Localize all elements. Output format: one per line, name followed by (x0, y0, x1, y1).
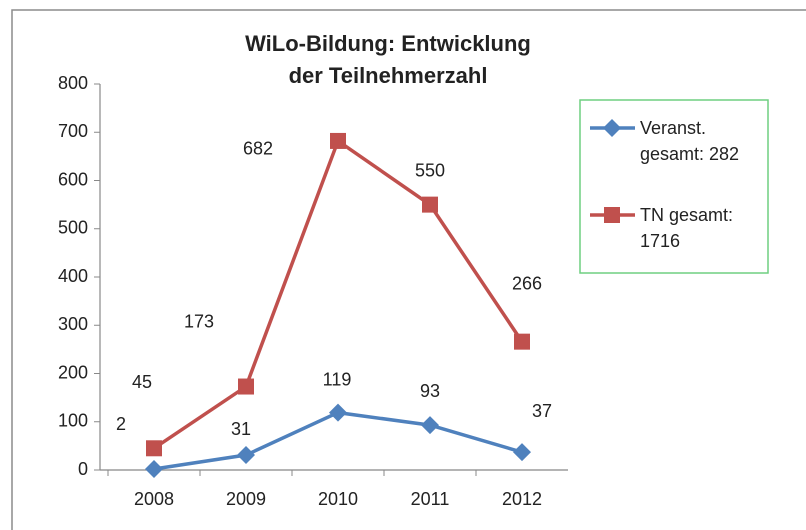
data-label: 682 (243, 139, 273, 159)
marker (329, 403, 347, 422)
x-tick-label: 2009 (226, 489, 266, 509)
marker (330, 132, 346, 149)
x-tick-label: 2010 (318, 489, 358, 509)
y-tick-label: 100 (58, 411, 88, 431)
y-tick-label: 800 (58, 73, 88, 93)
legend-box (579, 99, 769, 274)
y-tick-label: 700 (58, 121, 88, 141)
y-tick-label: 200 (58, 362, 88, 382)
x-tick-label: 2011 (411, 489, 450, 509)
data-label: 37 (532, 401, 552, 421)
data-label: 2 (116, 414, 126, 434)
data-label: 45 (132, 372, 152, 392)
x-tick-label: 2008 (134, 489, 174, 509)
marker (513, 443, 531, 462)
chart-border (11, 9, 806, 530)
data-label: 173 (184, 311, 214, 331)
marker (145, 460, 163, 479)
y-tick-label: 600 (58, 169, 88, 189)
y-tick-label: 0 (78, 459, 88, 479)
data-label: 119 (323, 369, 352, 389)
y-tick-label: 300 (58, 314, 88, 334)
marker (603, 119, 621, 137)
data-label: 550 (415, 160, 445, 180)
marker (421, 416, 439, 435)
marker (604, 207, 620, 223)
chart-title: der Teilnehmerzahl (289, 63, 488, 88)
y-tick-label: 400 (58, 266, 88, 286)
chart-title: WiLo-Bildung: Entwicklung (245, 31, 531, 56)
data-label: 266 (512, 273, 542, 293)
data-label: 31 (231, 419, 251, 439)
marker (422, 196, 438, 213)
marker (237, 446, 255, 465)
series-line (153, 138, 524, 450)
data-label: 93 (420, 381, 440, 401)
x-tick-label: 2012 (502, 489, 542, 509)
marker (514, 333, 530, 350)
y-tick-label: 500 (58, 218, 88, 238)
marker (146, 440, 162, 457)
marker (238, 378, 254, 395)
legend-label: Veranst. gesamt: 282 (640, 118, 740, 164)
legend-label: TN gesamt: 1716 (640, 205, 734, 251)
